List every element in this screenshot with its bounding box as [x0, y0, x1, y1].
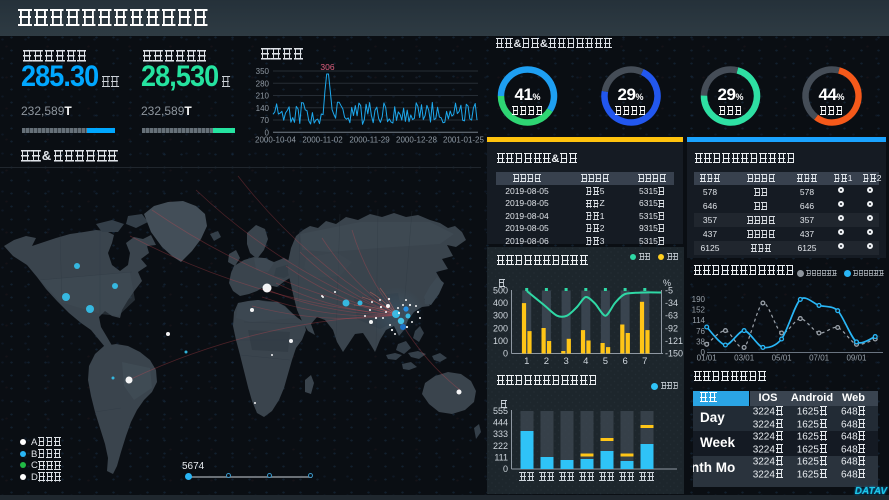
svg-text:152: 152 [692, 306, 706, 315]
svg-text:2000-11-02: 2000-11-02 [302, 136, 343, 145]
svg-text:100: 100 [493, 336, 508, 346]
svg-text:306: 306 [320, 62, 334, 72]
svg-text:555: 555 [493, 406, 508, 416]
svg-text:2000-10-04: 2000-10-04 [255, 136, 296, 145]
svg-text:333: 333 [493, 429, 508, 439]
svg-text:114: 114 [692, 316, 705, 325]
svg-text:5: 5 [603, 356, 608, 367]
svg-text:400: 400 [493, 298, 508, 308]
svg-text:03/01: 03/01 [734, 354, 755, 363]
svg-text:-121: -121 [665, 336, 683, 346]
svg-text:-150: -150 [665, 349, 683, 359]
svg-text:-63: -63 [665, 311, 678, 321]
svg-text:190: 190 [692, 295, 706, 304]
svg-text:1: 1 [524, 356, 529, 367]
svg-text:4: 4 [583, 356, 588, 367]
svg-text:300: 300 [493, 311, 508, 321]
svg-text:210: 210 [256, 92, 270, 101]
svg-text:0: 0 [701, 348, 706, 357]
svg-text:38: 38 [696, 337, 705, 346]
svg-text:05/01: 05/01 [772, 354, 793, 363]
svg-text:09/01: 09/01 [846, 354, 867, 363]
svg-text:2: 2 [544, 356, 549, 367]
svg-text:444: 444 [493, 418, 508, 428]
svg-text:76: 76 [696, 327, 705, 336]
svg-text:3: 3 [563, 356, 568, 367]
svg-text:07/01: 07/01 [809, 354, 830, 363]
svg-text:70: 70 [260, 116, 269, 125]
svg-text:0: 0 [503, 464, 508, 474]
svg-text:0: 0 [265, 128, 270, 137]
svg-text:-92: -92 [665, 323, 678, 333]
svg-text:200: 200 [493, 323, 508, 333]
svg-text:350: 350 [256, 67, 270, 76]
svg-text:280: 280 [256, 79, 270, 88]
svg-text:2001-01-25: 2001-01-25 [443, 136, 484, 145]
svg-text:2000-12-28: 2000-12-28 [396, 136, 437, 145]
svg-text:140: 140 [256, 104, 270, 113]
svg-text:01/01: 01/01 [697, 354, 718, 363]
svg-text:0: 0 [503, 349, 508, 359]
svg-text:2000-11-29: 2000-11-29 [349, 136, 390, 145]
svg-text:-5: -5 [665, 286, 673, 296]
svg-text:-34: -34 [665, 298, 678, 308]
svg-text:6: 6 [622, 356, 627, 367]
svg-text:7: 7 [642, 356, 647, 367]
svg-text:500: 500 [493, 286, 508, 296]
svg-text:111: 111 [494, 452, 508, 462]
svg-text:222: 222 [493, 441, 508, 451]
